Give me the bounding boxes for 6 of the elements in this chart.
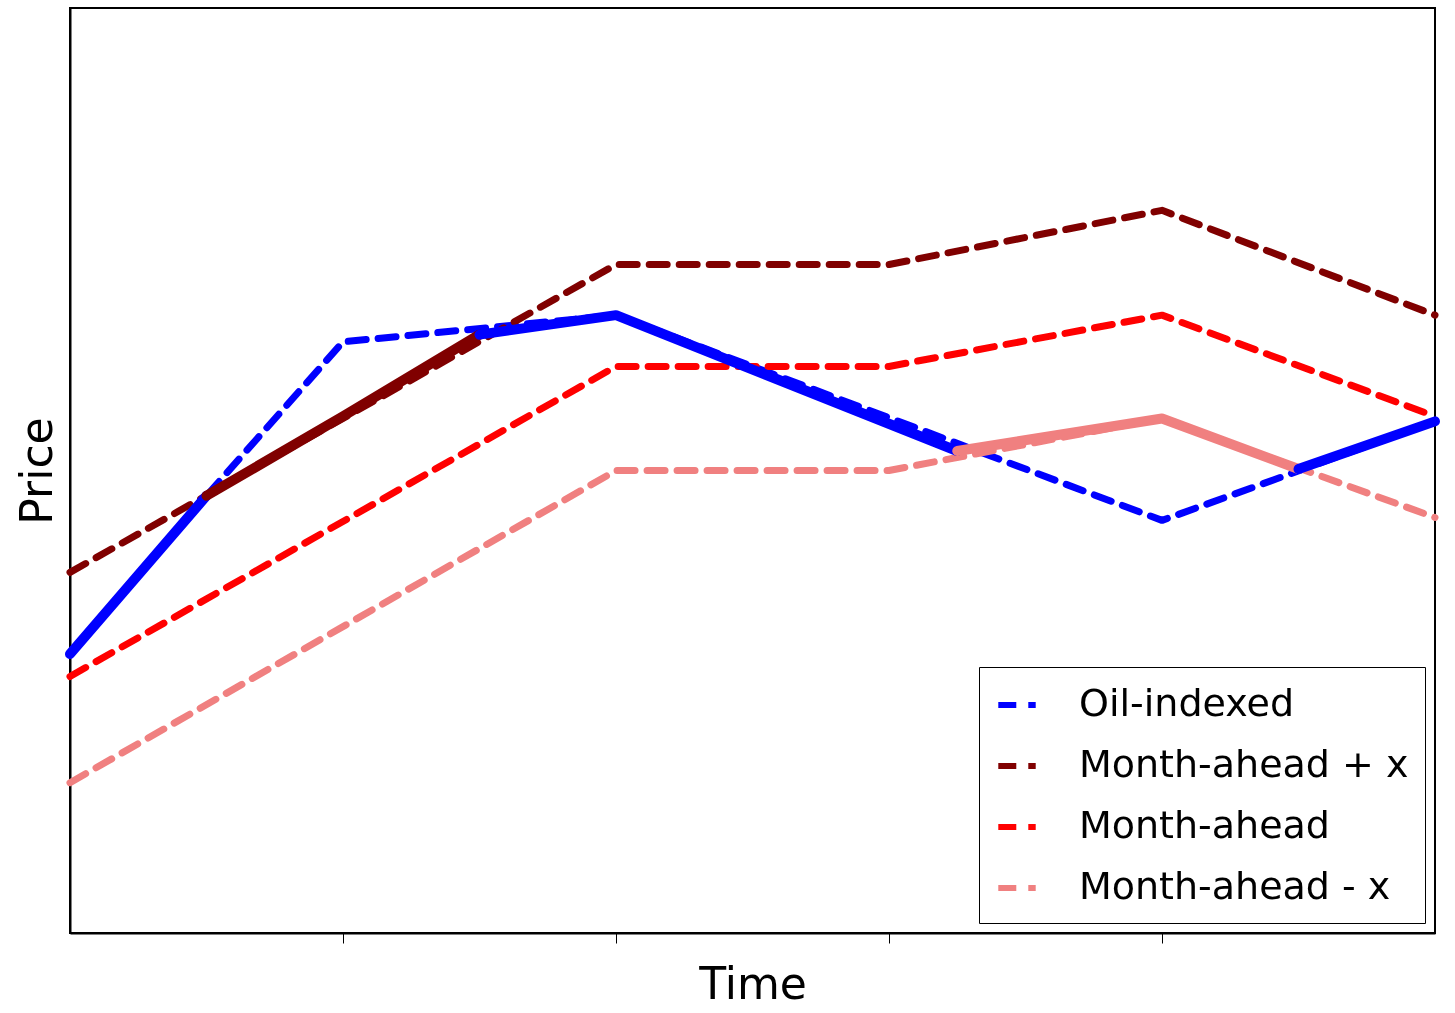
x-axis-title: Time (698, 957, 807, 1009)
legend-label: Oil-indexed (1079, 681, 1295, 725)
legend-label: Month-ahead + x (1079, 742, 1409, 786)
y-axis-title: Price (10, 417, 62, 525)
legend-label: Month-ahead - x (1079, 864, 1391, 908)
legend-label: Month-ahead (1079, 803, 1330, 847)
